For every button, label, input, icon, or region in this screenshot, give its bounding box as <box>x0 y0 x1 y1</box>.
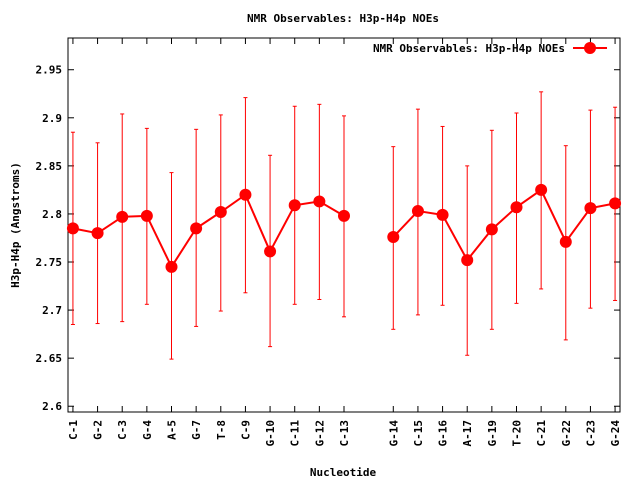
y-tick-label: 2.9 <box>42 112 62 125</box>
data-point <box>461 254 474 267</box>
data-point <box>485 223 498 236</box>
data-point <box>510 201 523 214</box>
chart-title: NMR Observables: H3p-H4p NOEs <box>247 12 439 25</box>
data-point <box>66 222 79 235</box>
data-point <box>264 245 277 258</box>
x-tick-label: C-23 <box>584 420 597 447</box>
series-line <box>392 188 616 262</box>
data-point <box>559 235 572 248</box>
data-point <box>288 199 301 212</box>
x-tick-label: C-21 <box>535 420 548 447</box>
data-point <box>436 208 449 221</box>
data-point <box>190 222 203 235</box>
x-tick-label: C-13 <box>338 420 351 447</box>
legend-marker <box>584 42 596 54</box>
x-tick-label: G-4 <box>141 420 154 440</box>
data-point <box>140 209 153 222</box>
data-point <box>214 206 227 219</box>
x-tick-label: A-5 <box>166 420 179 440</box>
legend-label: NMR Observables: H3p-H4p NOEs <box>373 42 565 55</box>
x-tick-label: C-3 <box>116 420 129 440</box>
data-point <box>116 210 129 223</box>
x-tick-label: A-17 <box>461 420 474 447</box>
x-tick-label: G-19 <box>486 420 499 447</box>
x-tick-label: G-2 <box>92 420 105 440</box>
data-point <box>313 195 326 208</box>
x-tick-label: C-11 <box>289 420 302 447</box>
y-tick-label: 2.85 <box>36 160 63 173</box>
legend: NMR Observables: H3p-H4p NOEs <box>373 42 607 55</box>
y-tick-label: 2.6 <box>42 400 62 413</box>
data-point <box>91 227 104 240</box>
x-tick-label: T-8 <box>215 420 228 440</box>
y-tick-label: 2.7 <box>42 304 62 317</box>
data-point <box>411 205 424 218</box>
x-tick-label: G-22 <box>560 420 573 447</box>
x-tick-label: G-16 <box>437 420 450 447</box>
x-tick-label: G-12 <box>313 420 326 447</box>
x-tick-label: C-15 <box>412 420 425 447</box>
x-tick-label: G-14 <box>387 420 400 447</box>
x-tick-label: G-24 <box>609 420 622 447</box>
x-tick-label: G-10 <box>264 420 277 447</box>
y-tick-label: 2.65 <box>36 352 63 365</box>
data-point <box>165 260 178 273</box>
data-point <box>535 183 548 196</box>
series-line <box>72 193 345 269</box>
x-tick-label: C-9 <box>239 420 252 440</box>
data-point <box>387 231 400 244</box>
x-axis-label: Nucleotide <box>310 466 377 479</box>
data-point <box>338 209 350 222</box>
y-axis-label: H3p-H4p (Angstroms) <box>9 162 22 288</box>
data-point <box>609 197 622 210</box>
y-tick-label: 2.75 <box>36 256 63 269</box>
y-tick-label: 2.8 <box>42 208 62 221</box>
x-tick-label: T-20 <box>511 420 524 447</box>
data-point <box>239 188 252 201</box>
x-tick-label: G-7 <box>190 420 203 440</box>
x-tick-label: C-1 <box>67 420 80 440</box>
y-tick-label: 2.95 <box>36 64 63 77</box>
data-point <box>584 202 597 215</box>
